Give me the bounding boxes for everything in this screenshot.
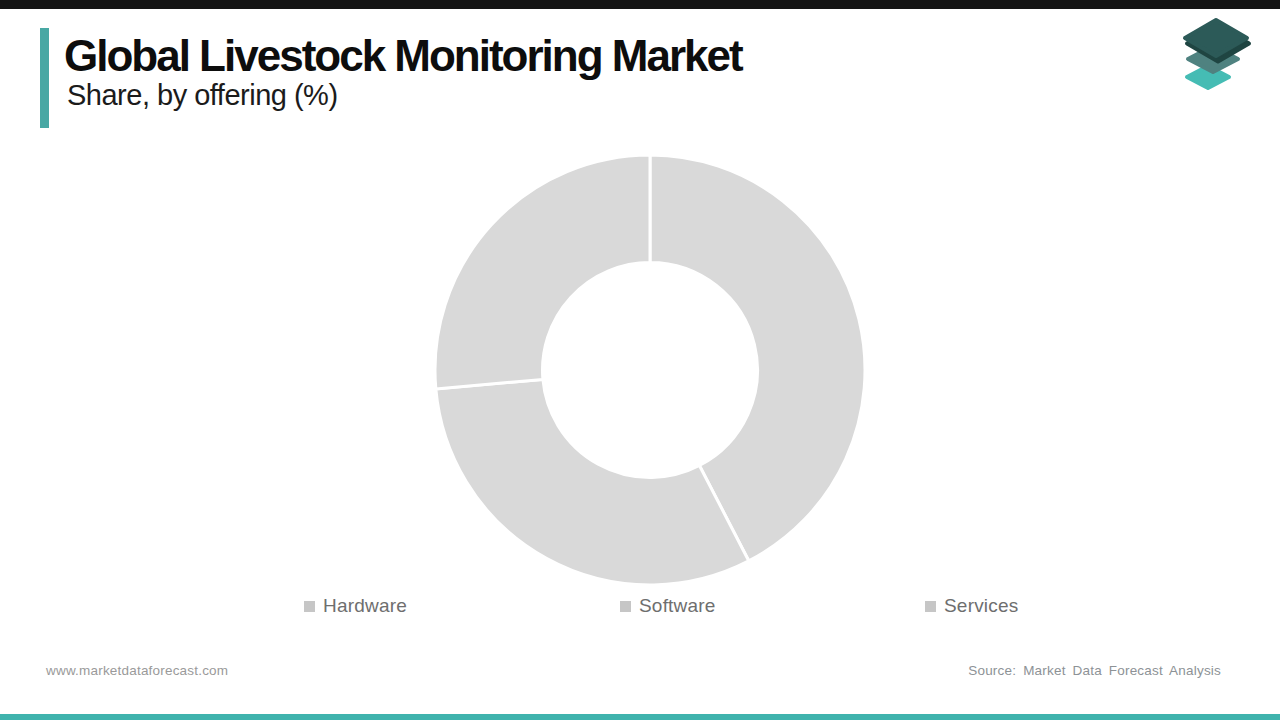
website-url: www.marketdataforecast.com xyxy=(46,663,228,678)
legend-swatch-software xyxy=(620,601,631,612)
legend-item-services: Services xyxy=(925,595,1018,617)
legend-item-software: Software xyxy=(620,595,716,617)
market-data-forecast-logo-icon xyxy=(1180,16,1256,96)
legend-label-services: Services xyxy=(944,595,1018,617)
legend-swatch-hardware xyxy=(304,601,315,612)
title-accent-bar xyxy=(40,28,49,128)
page-subtitle: Share, by offering (%) xyxy=(67,80,338,112)
legend-item-hardware: Hardware xyxy=(304,595,407,617)
legend-label-software: Software xyxy=(639,595,716,617)
source-attribution: Source: Market Data Forecast Analysis xyxy=(968,663,1221,678)
legend-swatch-services xyxy=(925,601,936,612)
donut-segment-services xyxy=(435,155,650,389)
donut-segment-software xyxy=(436,379,749,585)
legend-label-hardware: Hardware xyxy=(323,595,407,617)
donut-chart xyxy=(433,153,867,587)
chart-canvas: Global Livestock Monitoring Market Share… xyxy=(0,0,1280,720)
page-title: Global Livestock Monitoring Market xyxy=(64,33,742,79)
bottom-border-bar xyxy=(0,714,1280,720)
top-border-bar xyxy=(0,0,1280,9)
